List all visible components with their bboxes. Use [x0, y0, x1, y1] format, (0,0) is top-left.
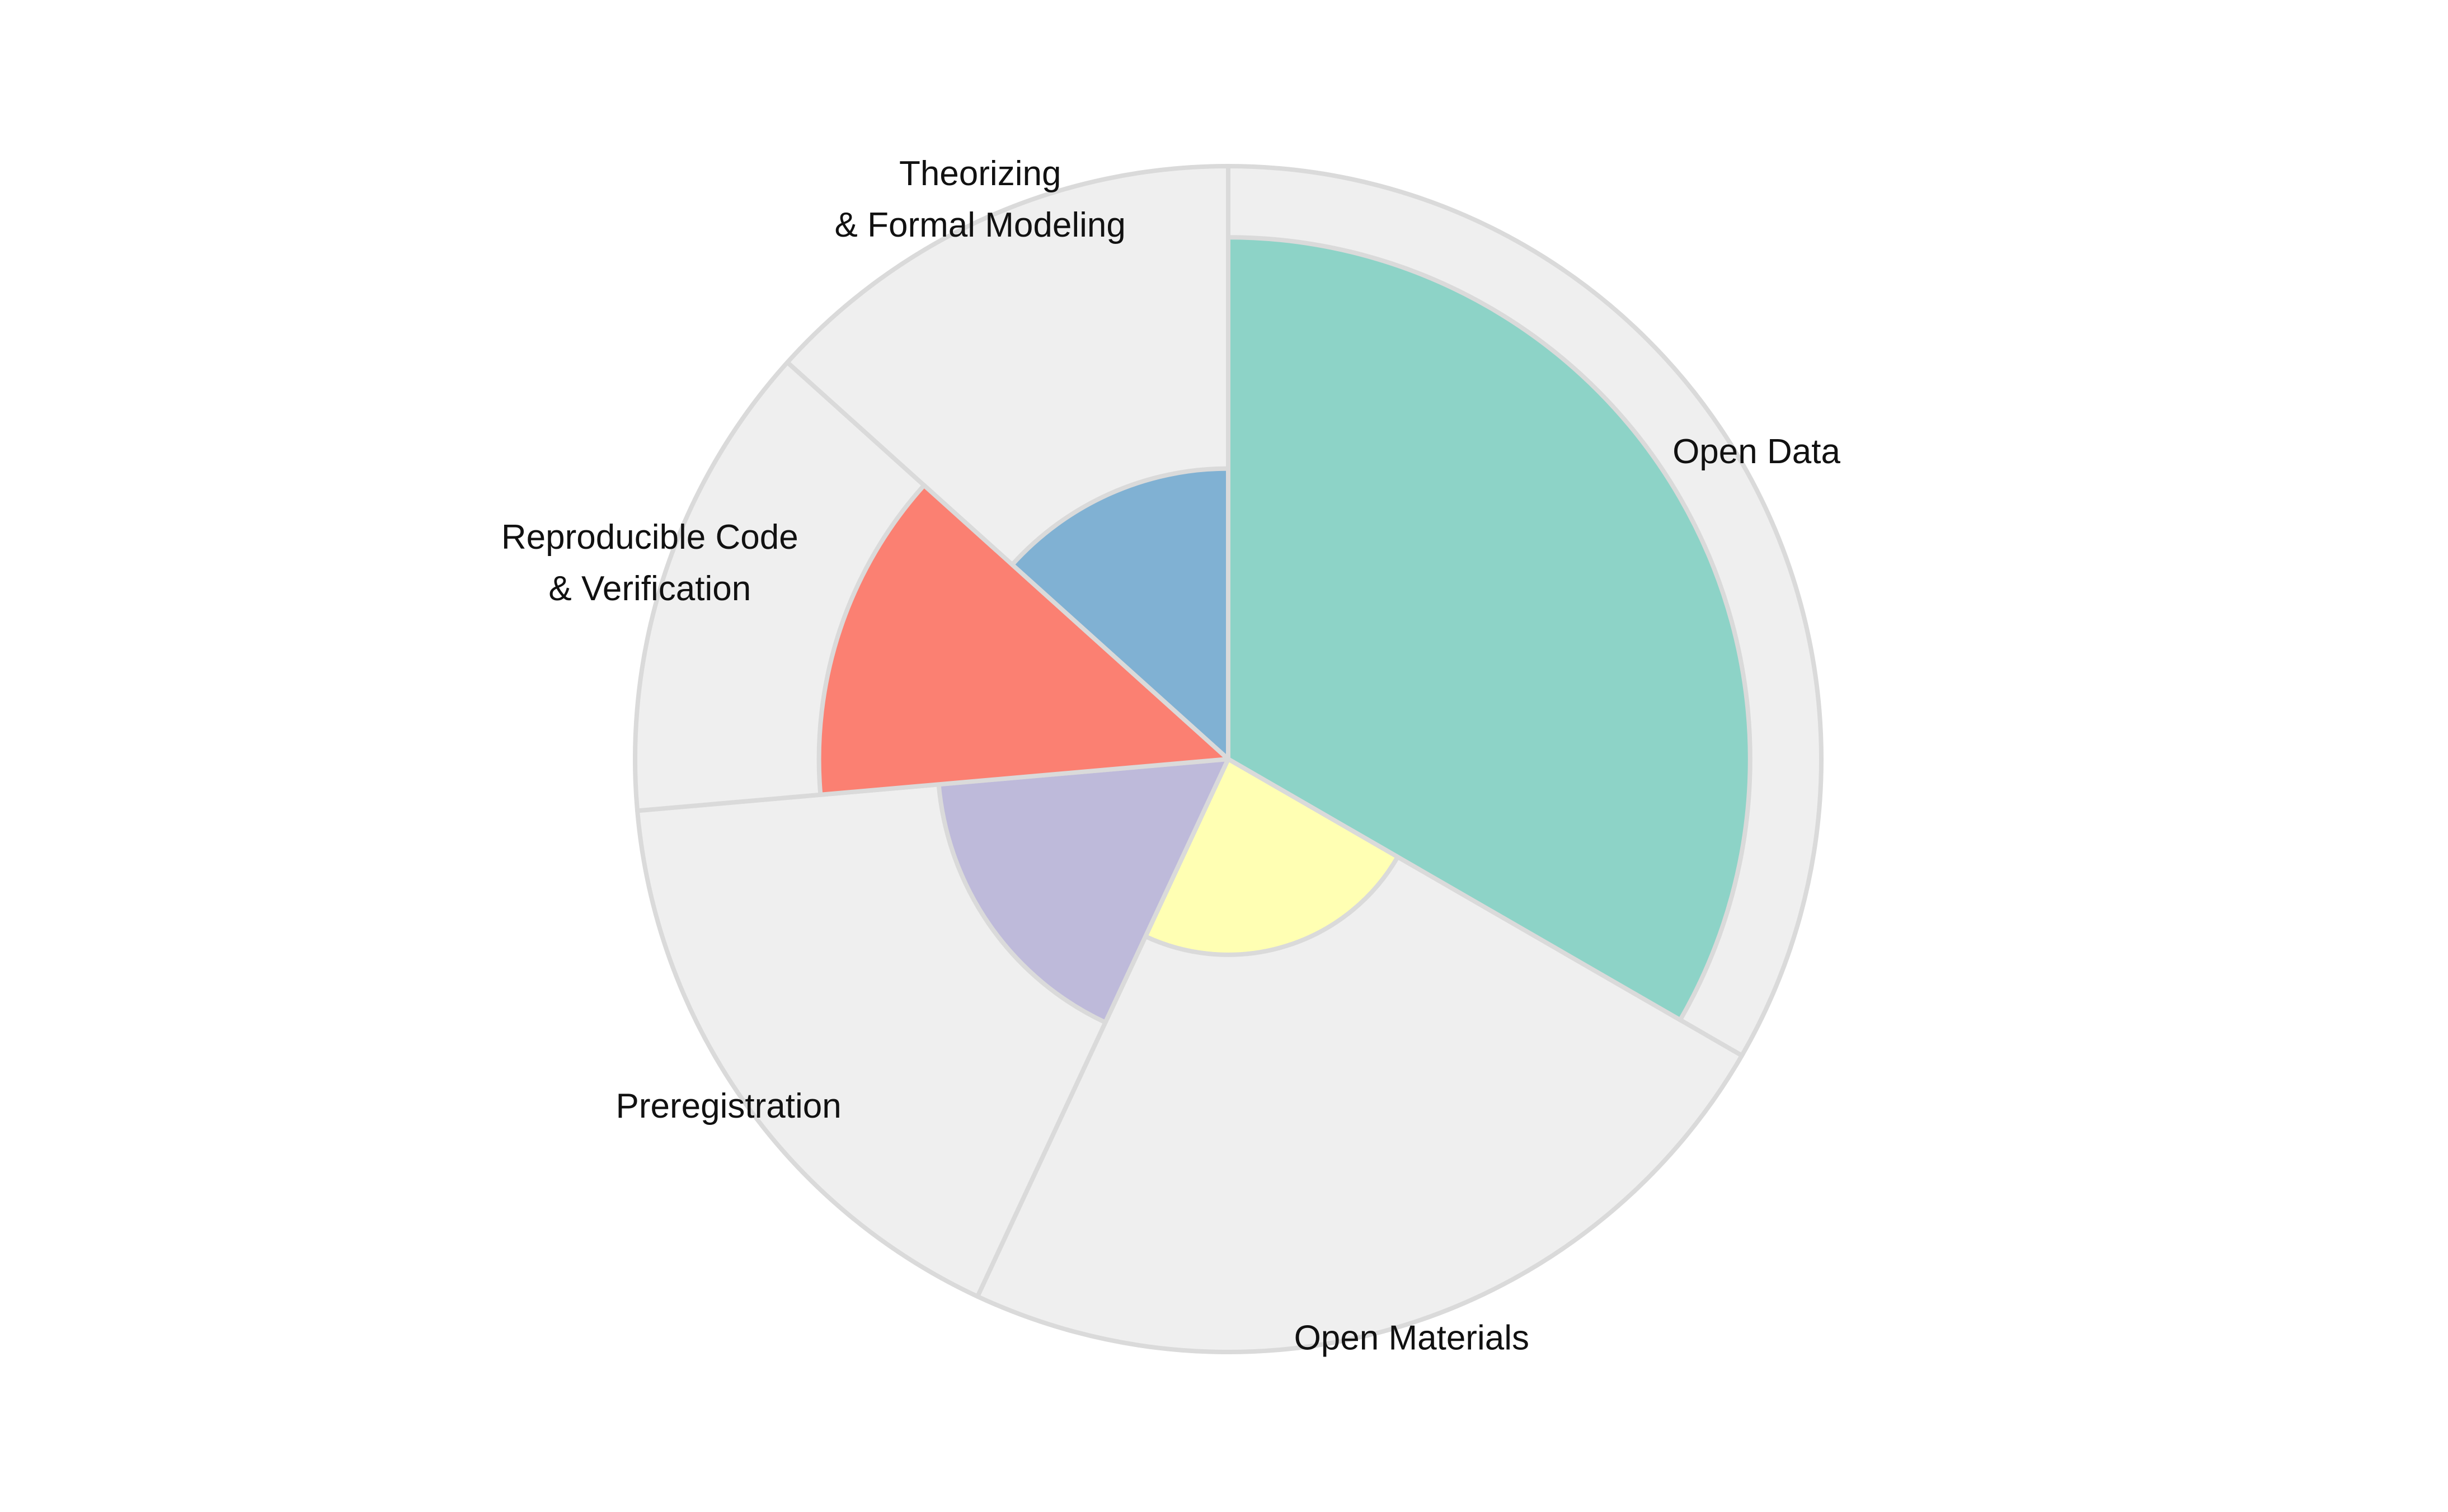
category-labels: Open Data Open Materials Preregistration Re…	[501, 155, 1841, 1358]
category-label-line: Preregistration	[616, 1087, 842, 1126]
category-label-preregistration: Preregistration	[616, 1087, 842, 1126]
data-sector-reproducible-code-verification	[816, 483, 1230, 797]
category-label-theorizing-formal-modeling: Theorizing & Formal Modeling	[835, 155, 1126, 245]
data-sector-preregistration	[936, 757, 1230, 1025]
category-label-line: Theorizing	[899, 155, 1061, 194]
data-sector-open-data	[1226, 235, 1752, 1023]
category-label-reproducible-code-verification: Reproducible Code & Verification	[501, 518, 798, 608]
category-label-open-data: Open Data	[1672, 432, 1840, 471]
data-sector-theorizing-formal-modeling	[1010, 466, 1230, 761]
category-label-open-materials: Open Materials	[1294, 1319, 1529, 1358]
category-label-line: Open Data	[1672, 432, 1840, 471]
data-sector-open-materials	[1143, 757, 1400, 957]
category-label-line: & Formal Modeling	[835, 206, 1126, 245]
category-label-line: & Verification	[548, 569, 751, 608]
data-sectors	[816, 235, 1752, 1025]
category-label-line: Reproducible Code	[501, 518, 798, 557]
category-label-line: Open Materials	[1294, 1319, 1529, 1358]
